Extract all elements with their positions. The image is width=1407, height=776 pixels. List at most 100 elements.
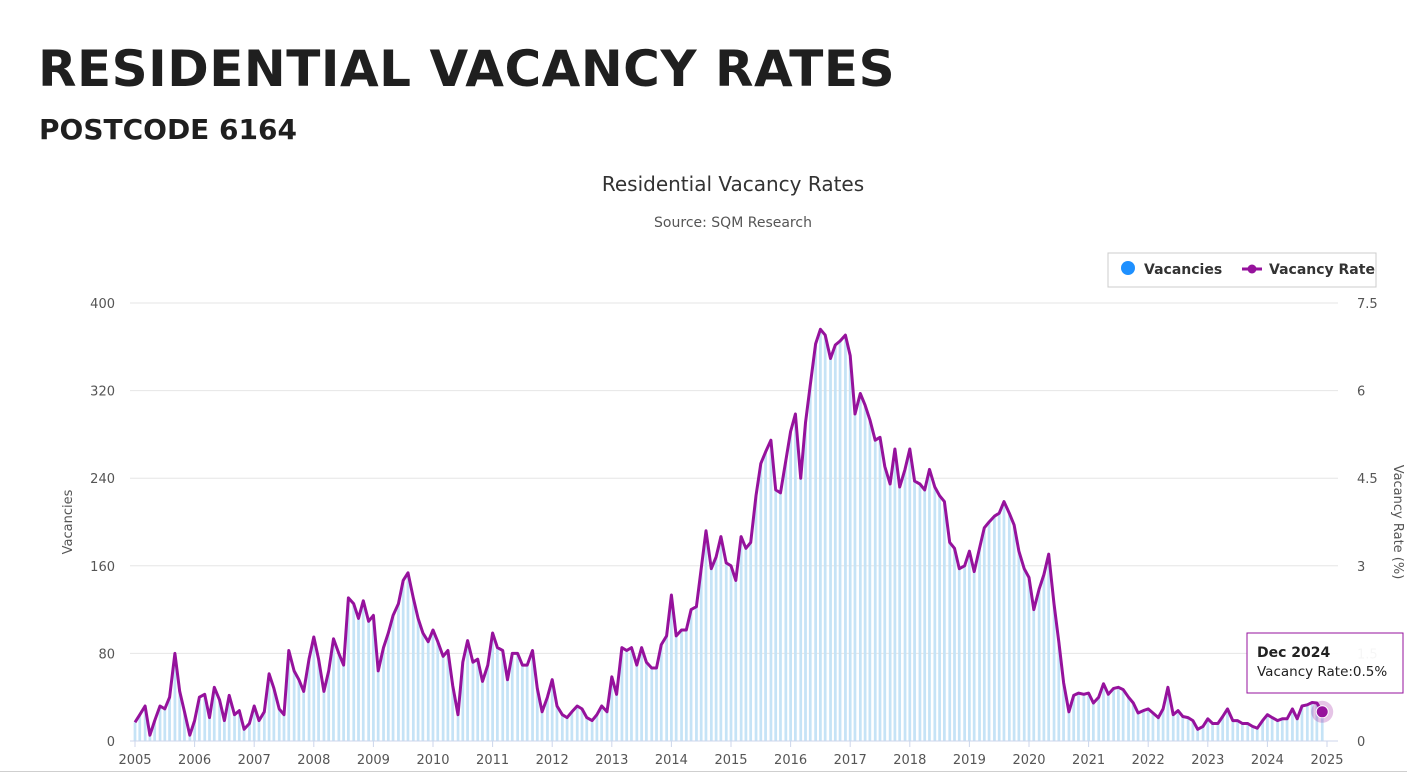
vacancies-bar (978, 548, 981, 741)
y2-tick-label: 0 (1357, 735, 1365, 750)
vacancies-bar (431, 630, 435, 741)
vacancies-bar (784, 460, 788, 741)
vacancies-bar (1102, 683, 1105, 741)
vacancies-bar (1196, 729, 1200, 741)
vacancies-bar (838, 341, 842, 741)
vacancies-bar (248, 723, 251, 741)
vacancies-bar (1106, 694, 1110, 741)
vacancies-bar (948, 542, 952, 741)
vacancies-bar (1181, 716, 1185, 741)
vacancies-bar (709, 568, 713, 741)
vacancies-bar (972, 571, 976, 741)
vacancies-bar (580, 708, 584, 741)
tooltip: Dec 2024 Vacancy Rate:0.5% (1246, 632, 1404, 694)
vacancies-bar (1315, 703, 1319, 741)
vacancies-bar (337, 653, 341, 741)
vacancies-bar (327, 670, 331, 741)
vacancies-bar (1266, 714, 1269, 741)
vacancies-bar (178, 691, 182, 741)
chart-title: Residential Vacancy Rates (602, 172, 864, 196)
vacancies-bar (833, 345, 837, 741)
vacancies-bar (570, 711, 574, 741)
vacancies-bar (1052, 603, 1056, 741)
vacancies-bar (1146, 708, 1150, 741)
vacancies-bar (749, 542, 753, 741)
vacancies-bar (863, 405, 867, 741)
vacancies-bar (426, 641, 430, 741)
vacancies-bar (1032, 609, 1036, 741)
vacancies-bar (689, 609, 693, 741)
vacancies-bar (203, 694, 207, 741)
x-tick-label: 2014 (655, 753, 688, 768)
vacancies-bar (272, 688, 276, 741)
vacancies-bar (853, 414, 857, 741)
vacancies-bar (759, 463, 763, 741)
vacancies-bar (183, 711, 186, 741)
vacancies-bar (486, 665, 490, 741)
vacancies-bar (684, 630, 688, 741)
vacancies-bar (794, 414, 797, 741)
grid-lines (130, 302, 1338, 742)
vacancies-bar (297, 679, 301, 741)
vacancies-bar (739, 536, 743, 741)
legend-item-vacancy-rate[interactable]: Vacancy Rate (1242, 262, 1375, 278)
vacancies-bar (540, 711, 544, 741)
vacancy-rate-series (133, 327, 1334, 737)
vacancies-bar (148, 735, 152, 741)
vacancies-bar (555, 705, 559, 741)
vacancies-bar (844, 335, 847, 741)
y-tick-label: 240 (90, 472, 115, 487)
vacancies-bar (292, 670, 296, 741)
vacancies-bar (1161, 708, 1165, 741)
vacancies-bar (923, 490, 927, 741)
vacancies-bar (471, 662, 475, 741)
vacancies-bar (789, 431, 792, 741)
legend-item-vacancies[interactable]: Vacancies (1121, 261, 1222, 278)
vacancies-bar (650, 668, 654, 741)
vacancies-bar (223, 720, 226, 741)
legend-vacancy-rate-label: Vacancy Rate (1269, 262, 1375, 278)
vacancies-bar (1270, 717, 1274, 741)
vacancies-bar (714, 557, 718, 741)
x-tick-label: 2016 (774, 753, 807, 768)
vacancies-bar (1171, 714, 1175, 741)
vacancies-bar (516, 653, 519, 741)
vacancies-bar (1211, 723, 1214, 741)
vacancies-bar (397, 603, 400, 741)
vacancies-bar (198, 697, 201, 741)
vacancies-bar (1280, 718, 1284, 741)
vacancies-bar (704, 530, 708, 741)
x-tick-label: 2006 (178, 753, 211, 768)
vacancies-bar (1295, 718, 1299, 741)
vacancies-bar (769, 440, 773, 741)
vacancies-bar (645, 662, 648, 741)
vacancies-bar (585, 717, 589, 741)
page-title: RESIDENTIAL VACANCY RATES (38, 40, 896, 98)
axes: 08016024032040001.534.567.52005200620072… (90, 297, 1378, 768)
vacancies-bar (635, 665, 639, 741)
vacancies-bar (352, 603, 356, 741)
vacancies-bar (307, 659, 311, 741)
x-tick-label: 2009 (357, 753, 390, 768)
vacancies-bar (1236, 720, 1239, 741)
vacancies-bar (416, 618, 420, 741)
vacancies-bar (257, 720, 261, 741)
highlight-point[interactable] (1315, 705, 1329, 719)
legend-vacancies-label: Vacancies (1144, 262, 1222, 278)
vacancies-bar (1166, 687, 1170, 741)
vacancies-bar (1077, 693, 1080, 741)
vacancies-bar (953, 548, 956, 741)
vacancies-bar (252, 705, 256, 741)
vacancies-bar (1305, 704, 1309, 741)
vacancies-bar (665, 635, 668, 741)
vacancies-bar (968, 551, 971, 741)
vacancies-bar (1310, 702, 1314, 741)
vacancies-bar (521, 665, 524, 741)
x-tick-label: 2008 (297, 753, 330, 768)
vacancies-bar (1002, 501, 1006, 741)
vacancies-bar (560, 714, 564, 741)
vacancies-bar (993, 516, 996, 741)
vacancies-bar (411, 598, 415, 741)
vacancies-bar (1206, 718, 1210, 741)
